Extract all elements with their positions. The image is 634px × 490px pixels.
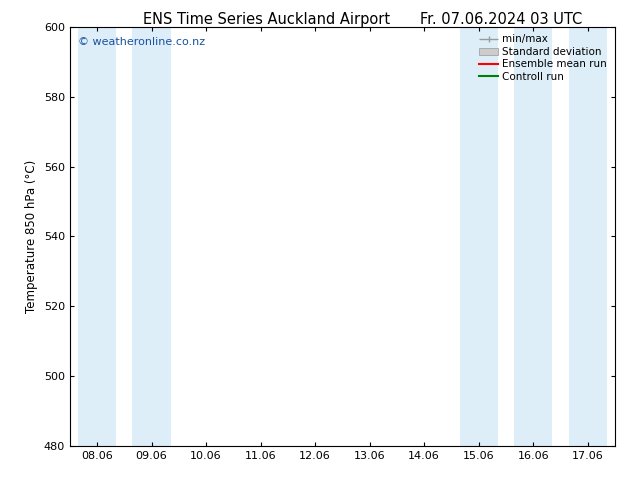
Text: ENS Time Series Auckland Airport: ENS Time Series Auckland Airport xyxy=(143,12,390,27)
Text: © weatheronline.co.nz: © weatheronline.co.nz xyxy=(78,37,205,48)
Y-axis label: Temperature 850 hPa (°C): Temperature 850 hPa (°C) xyxy=(25,160,38,313)
Bar xyxy=(133,27,171,446)
Bar xyxy=(460,27,498,446)
Legend: min/max, Standard deviation, Ensemble mean run, Controll run: min/max, Standard deviation, Ensemble me… xyxy=(479,34,607,82)
Bar xyxy=(78,27,116,446)
Bar xyxy=(514,27,552,446)
Text: Fr. 07.06.2024 03 UTC: Fr. 07.06.2024 03 UTC xyxy=(420,12,582,27)
Bar xyxy=(569,27,607,446)
